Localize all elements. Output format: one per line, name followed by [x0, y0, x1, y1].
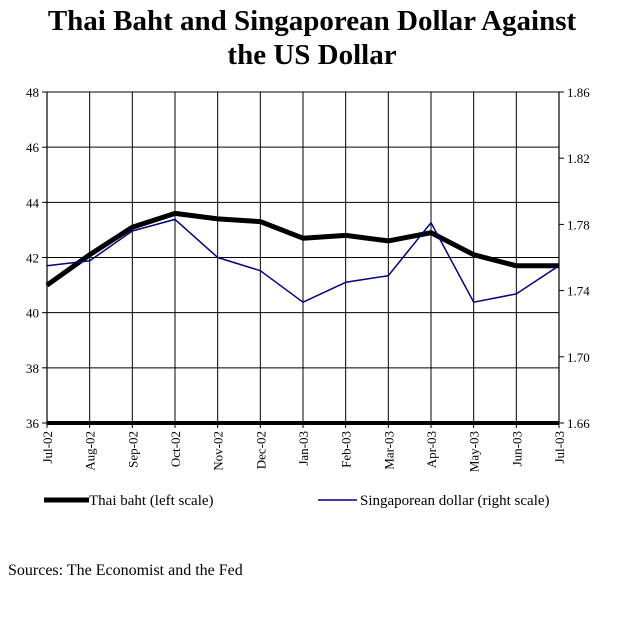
x-axis-tick-label: Mar-03	[381, 431, 396, 470]
right-axis-tick-label: 1.82	[567, 151, 590, 166]
right-axis-tick-label: 1.78	[567, 217, 590, 232]
line-chart: 36 38 40 42 44 46 48 1.66 1.70 1.74 1.78 1.82 1.86 Ju…	[26, 85, 590, 509]
x-axis-tick-label: Jan-03	[296, 431, 311, 466]
left-axis-tick-label: 44	[26, 195, 40, 210]
chart-title-line2: the US Dollar	[227, 39, 397, 71]
right-axis-tick-label: 1.70	[567, 350, 590, 365]
legend-label-thai-baht: Thai baht (left scale)	[89, 493, 214, 509]
source-note: Sources: The Economist and the Fed	[8, 562, 243, 579]
x-axis-tick-label: Jul-02	[40, 431, 55, 464]
x-axis-tick-label: Nov-02	[211, 431, 226, 471]
right-axis-tick-label: 1.66	[567, 416, 590, 431]
left-axis-tick-label: 42	[26, 251, 39, 266]
series-line-thai-baht	[45, 210, 559, 288]
x-axis-tick-label: Feb-03	[339, 431, 354, 468]
chart-title: Thai Baht and Singaporean Dollar Against…	[0, 4, 624, 72]
left-axis-tick-label: 48	[26, 85, 39, 100]
x-axis-tick-label: Oct-02	[168, 431, 183, 467]
legend-label-singaporean-dollar: Singaporean dollar (right scale)	[360, 493, 550, 509]
x-axis-tick-label: Jul-03	[552, 431, 567, 464]
x-axis-tick-label: Apr-03	[424, 431, 439, 468]
series-line-singaporean-dollar	[46, 218, 560, 303]
right-axis-tick-label: 1.74	[567, 284, 590, 299]
x-axis-tick-label: Jun-03	[509, 431, 524, 466]
chart-title-line1: Thai Baht and Singaporean Dollar Against	[47, 5, 577, 37]
x-axis-tick-label: Dec-02	[253, 431, 268, 469]
left-axis-tick-label: 40	[26, 306, 39, 321]
left-axis-tick-label: 36	[26, 416, 40, 431]
right-axis-tick-label: 1.86	[567, 85, 590, 100]
x-axis-tick-label: Aug-02	[83, 431, 98, 471]
left-axis-tick-label: 46	[26, 140, 40, 155]
x-axis-tick-label: Sep-02	[125, 431, 140, 468]
x-axis-tick-label: May-03	[467, 431, 482, 472]
left-axis-tick-label: 38	[26, 361, 39, 376]
